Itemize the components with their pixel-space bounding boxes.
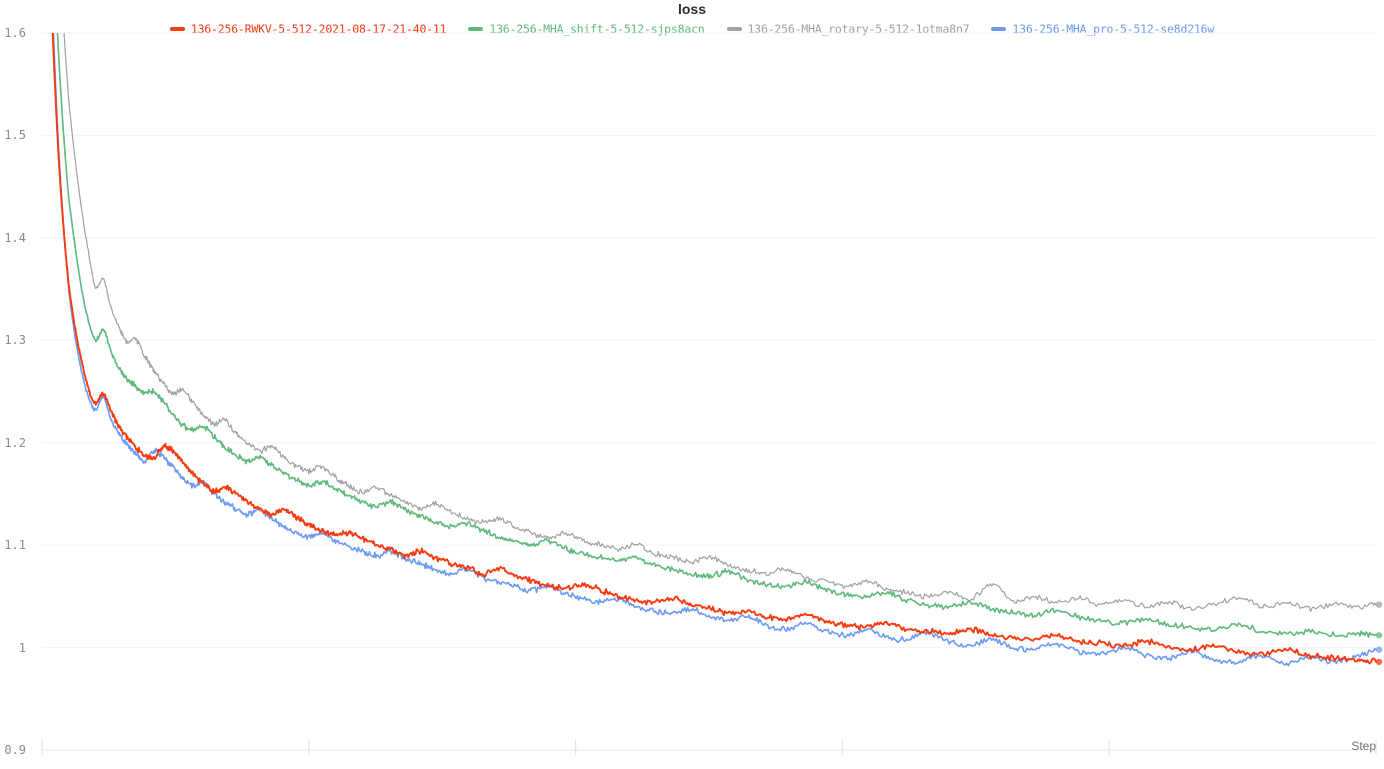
y-axis-tick-label: 0.9 bbox=[4, 743, 26, 757]
x-axis-title: Step bbox=[1351, 739, 1376, 753]
series-endpoint-markers bbox=[1375, 601, 1383, 666]
y-axis-tick-label: 1 bbox=[18, 640, 26, 655]
legend-swatch-icon bbox=[169, 27, 185, 31]
endpoint-marker[interactable] bbox=[1375, 646, 1383, 653]
endpoint-marker[interactable] bbox=[1375, 601, 1383, 608]
legend-swatch-icon bbox=[468, 27, 484, 31]
series-group bbox=[42, 0, 1377, 667]
series-line[interactable] bbox=[42, 0, 1377, 667]
series-line[interactable] bbox=[42, 0, 1377, 665]
y-axis-tick-label: 1.2 bbox=[4, 435, 26, 450]
x-axis-ticks bbox=[41, 739, 1377, 755]
y-axis-tick-label: 1.1 bbox=[4, 538, 26, 553]
y-axis-tick-label: 1.6 bbox=[4, 26, 26, 40]
endpoint-marker[interactable] bbox=[1375, 658, 1383, 666]
y-axis-tick-labels: 1.6 1.5 1.4 1.3 1.2 1.1 1 0.9 bbox=[0, 0, 26, 769]
page-title: loss bbox=[677, 1, 706, 17]
gridlines bbox=[42, 32, 1376, 751]
series-line[interactable] bbox=[42, 0, 1377, 638]
endpoint-marker[interactable] bbox=[1375, 632, 1383, 639]
y-axis-tick-label: 1.5 bbox=[4, 128, 26, 143]
y-axis-tick-label: 1.4 bbox=[4, 230, 26, 245]
legend-swatch-icon bbox=[991, 27, 1007, 31]
legend-swatch-icon bbox=[726, 27, 742, 31]
series-line[interactable] bbox=[42, 0, 1377, 612]
y-axis-tick-label: 1.3 bbox=[4, 333, 26, 348]
